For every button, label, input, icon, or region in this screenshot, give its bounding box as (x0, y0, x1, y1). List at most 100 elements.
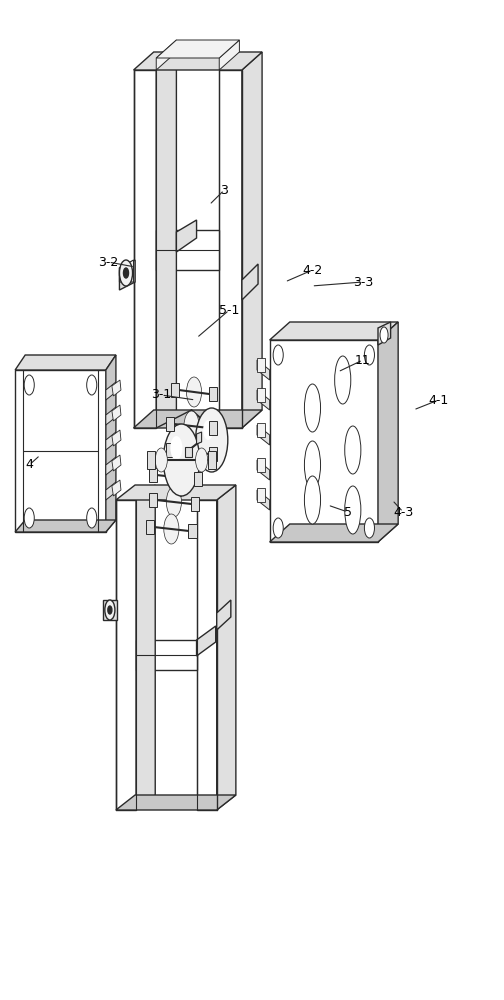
Polygon shape (242, 52, 262, 428)
Polygon shape (112, 480, 121, 496)
Ellipse shape (304, 384, 321, 432)
Polygon shape (149, 468, 157, 482)
Text: 4-1: 4-1 (428, 393, 449, 406)
Text: 5-1: 5-1 (219, 304, 239, 316)
Polygon shape (149, 493, 157, 507)
Polygon shape (116, 485, 236, 500)
Polygon shape (15, 355, 116, 370)
Polygon shape (209, 387, 217, 401)
Text: 5: 5 (344, 506, 352, 518)
Text: 4: 4 (25, 458, 33, 472)
Circle shape (364, 345, 374, 365)
Polygon shape (112, 455, 121, 471)
Circle shape (24, 508, 34, 528)
Polygon shape (103, 600, 117, 620)
Polygon shape (270, 340, 378, 542)
Ellipse shape (345, 426, 361, 474)
Text: 3-2: 3-2 (98, 255, 118, 268)
Polygon shape (217, 485, 236, 810)
Polygon shape (217, 600, 231, 630)
Polygon shape (185, 447, 192, 457)
Circle shape (163, 424, 200, 496)
Polygon shape (136, 485, 155, 810)
Polygon shape (156, 40, 239, 58)
Polygon shape (134, 410, 262, 428)
Polygon shape (191, 497, 199, 511)
Circle shape (155, 448, 167, 472)
Circle shape (105, 600, 115, 620)
Polygon shape (136, 640, 197, 670)
Circle shape (166, 487, 181, 517)
Polygon shape (209, 421, 217, 435)
Text: 11: 11 (355, 354, 371, 366)
Polygon shape (112, 405, 121, 421)
Polygon shape (106, 355, 116, 532)
Circle shape (273, 518, 283, 538)
Polygon shape (106, 457, 116, 475)
Polygon shape (119, 260, 135, 290)
Polygon shape (257, 425, 270, 445)
Polygon shape (257, 488, 265, 502)
Polygon shape (257, 460, 270, 480)
Polygon shape (197, 500, 217, 810)
Polygon shape (156, 52, 176, 428)
Circle shape (380, 327, 388, 343)
Circle shape (167, 462, 182, 492)
Polygon shape (197, 432, 202, 444)
Polygon shape (134, 52, 262, 70)
Text: 4-3: 4-3 (393, 506, 413, 518)
Polygon shape (15, 520, 116, 532)
Ellipse shape (335, 356, 351, 404)
Polygon shape (112, 380, 121, 396)
Polygon shape (166, 443, 174, 457)
Circle shape (196, 448, 208, 472)
Circle shape (24, 375, 34, 395)
Text: 4-2: 4-2 (302, 263, 323, 276)
Circle shape (164, 514, 179, 544)
Polygon shape (15, 370, 106, 532)
Circle shape (87, 375, 97, 395)
Polygon shape (257, 360, 270, 380)
Polygon shape (188, 524, 197, 538)
Polygon shape (257, 490, 270, 510)
Polygon shape (116, 795, 236, 810)
Polygon shape (270, 524, 398, 542)
Polygon shape (106, 432, 116, 450)
Circle shape (196, 408, 228, 472)
Circle shape (108, 606, 112, 614)
Text: 3-1: 3-1 (151, 388, 171, 401)
Text: 3: 3 (220, 184, 228, 196)
Circle shape (186, 377, 202, 407)
Polygon shape (257, 358, 265, 372)
Polygon shape (194, 472, 202, 486)
Polygon shape (176, 220, 197, 252)
Polygon shape (219, 70, 242, 428)
Polygon shape (208, 451, 216, 469)
Polygon shape (134, 70, 156, 428)
Polygon shape (156, 230, 219, 270)
Polygon shape (209, 447, 217, 461)
Polygon shape (219, 40, 239, 70)
Polygon shape (257, 423, 265, 437)
Polygon shape (197, 626, 216, 656)
Circle shape (273, 345, 283, 365)
Polygon shape (257, 388, 265, 402)
Polygon shape (270, 322, 398, 340)
Polygon shape (242, 264, 258, 300)
Polygon shape (378, 322, 391, 345)
Polygon shape (257, 390, 270, 410)
Polygon shape (378, 322, 398, 542)
Circle shape (184, 437, 199, 467)
Circle shape (203, 420, 213, 440)
Polygon shape (106, 407, 116, 425)
Polygon shape (146, 520, 154, 534)
Text: 3-3: 3-3 (353, 275, 373, 288)
Circle shape (184, 411, 199, 441)
Polygon shape (106, 482, 116, 500)
Polygon shape (119, 260, 134, 282)
Polygon shape (171, 383, 179, 397)
Polygon shape (147, 451, 155, 469)
Ellipse shape (345, 486, 361, 534)
Polygon shape (166, 417, 174, 431)
Polygon shape (112, 430, 121, 446)
